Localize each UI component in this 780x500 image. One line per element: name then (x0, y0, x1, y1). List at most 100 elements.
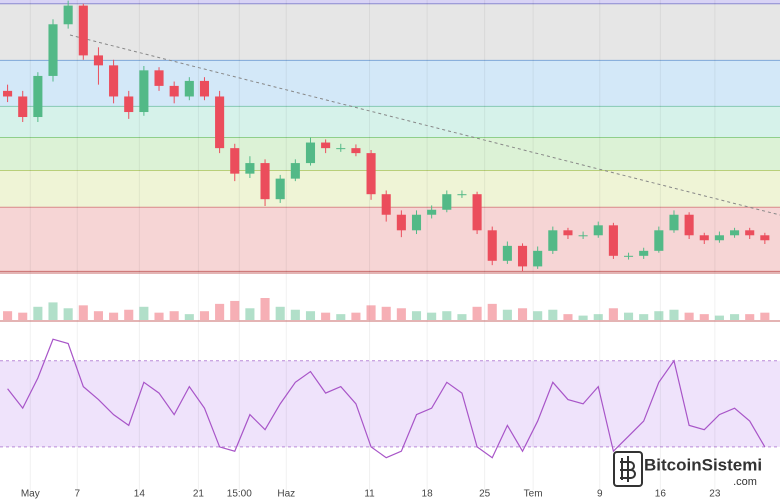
volume-bar (275, 306, 285, 320)
candle-body (730, 230, 740, 236)
volume-bar (351, 312, 361, 320)
candle-body (275, 178, 285, 200)
candle-body (548, 230, 558, 251)
trend-line (69, 34, 780, 216)
volume-bar (305, 311, 316, 320)
marks (3, 0, 770, 459)
volume-bar (684, 312, 694, 320)
candle-body (3, 90, 13, 97)
x-tick-label: 18 (422, 489, 434, 500)
volume-bar (548, 309, 558, 320)
x-tick-label: Tem (524, 489, 543, 500)
candle-body (442, 194, 452, 210)
candle-body (381, 194, 391, 215)
volume-bar (563, 314, 573, 320)
x-tick-label: May (21, 489, 40, 500)
candle-body (502, 245, 512, 261)
candle-body (230, 148, 240, 174)
x-tick-label: 7 (74, 489, 80, 500)
candle-body (124, 96, 134, 113)
candle-body (290, 163, 300, 179)
volume-bar (502, 309, 512, 320)
volume-bar (396, 308, 406, 320)
volume-bar (124, 309, 134, 320)
volume-bar (48, 302, 58, 320)
volume-bar (730, 314, 740, 320)
volume-bar (154, 312, 164, 320)
volume-bar (260, 298, 270, 320)
volume-bar (442, 311, 452, 320)
candle-body (517, 245, 528, 267)
x-tick-label: 9 (597, 489, 603, 500)
volume-bar (18, 312, 28, 320)
candle-body (472, 194, 482, 231)
candle-body (745, 230, 755, 236)
candle-body (78, 5, 88, 56)
volume-bar (169, 311, 179, 320)
volume-bar (215, 303, 225, 320)
volume-bar (745, 314, 755, 320)
zone (0, 207, 780, 272)
candle-body (321, 142, 331, 149)
zone (0, 0, 780, 4)
candle-body (608, 225, 618, 256)
zone (0, 137, 780, 171)
candle-body (669, 214, 679, 231)
zone (0, 3, 780, 61)
x-tick-label: Haz (277, 489, 295, 500)
x-tick-label: 14 (134, 489, 146, 500)
volume-bar (230, 300, 240, 320)
candle-body (457, 194, 467, 196)
candle-body (396, 214, 406, 231)
volume-bar (33, 306, 43, 320)
candle-body (714, 235, 724, 241)
volume-bar (366, 305, 376, 320)
x-tick-label: 16 (655, 489, 667, 500)
volume-bar (411, 311, 422, 320)
candle-body (760, 235, 770, 241)
volume-bar (517, 308, 528, 320)
candle-body (487, 230, 497, 261)
volume-bar (184, 314, 194, 320)
x-tick-label: 23 (709, 489, 721, 500)
volume-bar (139, 306, 149, 320)
candle-body (199, 80, 210, 97)
candle-body (215, 96, 225, 149)
candle-body (184, 80, 194, 97)
volume-bar (487, 303, 497, 320)
volume-bar (381, 306, 391, 320)
candle-body (305, 142, 316, 164)
watermark-icon (620, 456, 636, 482)
volume-bar (639, 314, 649, 320)
volume-bar (245, 308, 255, 320)
volume-bar (199, 311, 210, 320)
grid: May 7 14 21 15:00 Haz 11 18 25 Tem 9 16 23 (21, 0, 721, 500)
x-tick-label: 25 (479, 489, 491, 500)
volume-bar (533, 311, 543, 320)
volume-bar (290, 309, 300, 320)
volume-bar (578, 315, 588, 320)
x-tick-label: 21 (193, 489, 205, 500)
volume-bar (669, 309, 679, 320)
candle-body (654, 230, 664, 251)
volume-bar (593, 314, 603, 320)
volume-bar (699, 314, 709, 320)
candle-body (48, 24, 58, 76)
rsi-band (0, 360, 780, 447)
candle-body (336, 148, 346, 150)
volume-bar (78, 305, 88, 320)
volume-bar (427, 312, 437, 320)
volume-bar (472, 306, 482, 320)
candle-body (427, 209, 437, 215)
candle-body (63, 5, 73, 25)
candle-body (154, 70, 164, 86)
candle-body (533, 250, 543, 267)
candle-body (245, 163, 255, 174)
candle-body (593, 225, 603, 236)
watermark: BitcoinSistemi .com (613, 451, 762, 488)
candle-body (699, 235, 709, 241)
volume-bar (624, 312, 634, 320)
watermark-text: BitcoinSistemi (644, 455, 762, 474)
